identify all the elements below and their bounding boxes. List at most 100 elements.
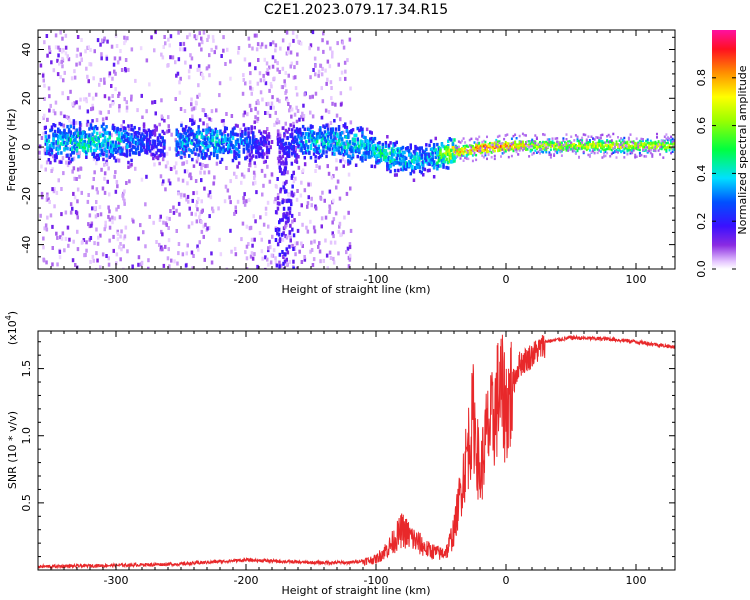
heatmap-cell	[187, 199, 190, 204]
heatmap-cell	[350, 129, 353, 133]
heatmap-cell	[320, 216, 324, 221]
heatmap-cell	[486, 157, 488, 161]
heatmap-cell	[543, 148, 546, 152]
heatmap-cell	[331, 127, 334, 131]
heatmap-cell	[57, 134, 60, 139]
heatmap-cell	[322, 133, 325, 138]
heatmap-cell	[139, 146, 143, 150]
heatmap-cell	[154, 30, 157, 35]
heatmap-cell	[319, 126, 322, 130]
heatmap-cell	[320, 224, 323, 229]
heatmap-cell	[192, 142, 196, 146]
heatmap-cell	[43, 226, 46, 231]
heatmap-cell	[627, 138, 630, 141]
heatmap-cell	[136, 108, 139, 113]
heatmap-cell	[66, 163, 70, 168]
heatmap-cell	[285, 96, 288, 101]
heatmap-cell	[52, 123, 55, 127]
heatmap-cell	[174, 138, 177, 143]
heatmap-cell	[267, 135, 271, 139]
heatmap-cell	[319, 196, 323, 201]
heatmap-cell	[327, 171, 331, 176]
heatmap-cell	[206, 38, 209, 42]
heatmap-cell	[671, 150, 674, 153]
heatmap-cell	[195, 130, 199, 135]
heatmap-cell	[295, 157, 298, 162]
heatmap-cell	[314, 169, 317, 173]
heatmap-cell	[276, 133, 280, 137]
heatmap-cell	[89, 142, 93, 146]
heatmap-cell	[275, 120, 278, 125]
heatmap-cell	[64, 236, 68, 241]
y-tick-label: 20	[20, 91, 33, 105]
heatmap-cell	[393, 173, 397, 177]
heatmap-cell	[373, 153, 377, 158]
heatmap-cell	[369, 155, 372, 159]
heatmap-cell	[214, 45, 218, 50]
heatmap-cell	[484, 152, 487, 155]
heatmap-cell	[95, 118, 99, 123]
heatmap-cell	[81, 140, 85, 144]
heatmap-cell	[531, 138, 534, 142]
heatmap-cell	[534, 146, 537, 149]
heatmap-cell	[347, 145, 350, 149]
heatmap-cell	[301, 117, 305, 122]
heatmap-cell	[381, 142, 384, 147]
heatmap-cell	[517, 147, 520, 150]
heatmap-cell	[350, 145, 353, 150]
heatmap-cell	[386, 158, 389, 163]
heatmap-cell	[174, 161, 178, 166]
heatmap-cell	[208, 190, 212, 195]
heatmap-cell	[559, 141, 562, 144]
heatmap-cell	[331, 152, 334, 156]
heatmap-cell	[470, 149, 473, 152]
heatmap-cell	[163, 131, 166, 135]
heatmap-cell	[260, 249, 264, 254]
heatmap-cell	[610, 152, 613, 156]
heatmap-cell	[486, 149, 488, 152]
heatmap-cell	[246, 112, 249, 117]
heatmap-cell	[145, 58, 149, 63]
heatmap-cell	[274, 197, 277, 202]
heatmap-cell	[198, 146, 202, 150]
heatmap-cell	[465, 151, 468, 154]
heatmap-cell	[175, 208, 178, 213]
heatmap-cell	[202, 143, 205, 147]
heatmap-cell	[152, 131, 155, 135]
heatmap-cell	[57, 178, 60, 183]
heatmap-cell	[292, 144, 295, 149]
heatmap-cell	[627, 149, 630, 152]
heatmap-cell	[370, 136, 373, 141]
heatmap-cell	[215, 161, 219, 166]
heatmap-cell	[253, 120, 256, 124]
heatmap-cell	[496, 140, 499, 143]
heatmap-cell	[326, 40, 329, 45]
heatmap-cell	[255, 119, 259, 124]
heatmap-cell	[325, 253, 329, 258]
heatmap-cell	[205, 66, 209, 71]
heatmap-cell	[334, 102, 337, 107]
spectrogram-frame	[37, 29, 676, 270]
heatmap-cell	[301, 144, 305, 148]
heatmap-cell	[298, 212, 301, 216]
heatmap-cell	[345, 129, 349, 133]
heatmap-cell	[78, 105, 81, 110]
heatmap-cell	[260, 168, 264, 173]
heatmap-cell	[553, 146, 556, 149]
heatmap-cell	[159, 150, 163, 154]
heatmap-cell	[236, 138, 239, 142]
heatmap-cell	[559, 147, 562, 151]
heatmap-cell	[481, 140, 484, 144]
heatmap-cell	[526, 144, 529, 148]
heatmap-cell	[565, 147, 568, 150]
heatmap-cell	[648, 142, 651, 145]
heatmap-cell	[281, 250, 284, 254]
heatmap-cell	[283, 134, 286, 138]
heatmap-cell	[318, 241, 321, 246]
heatmap-cell	[498, 144, 501, 148]
heatmap-cell	[110, 145, 113, 149]
heatmap-cell	[136, 137, 139, 142]
heatmap-cell	[266, 148, 269, 153]
spectrogram-y-label: Frequency (Hz)	[5, 109, 18, 192]
heatmap-cell	[623, 136, 626, 140]
